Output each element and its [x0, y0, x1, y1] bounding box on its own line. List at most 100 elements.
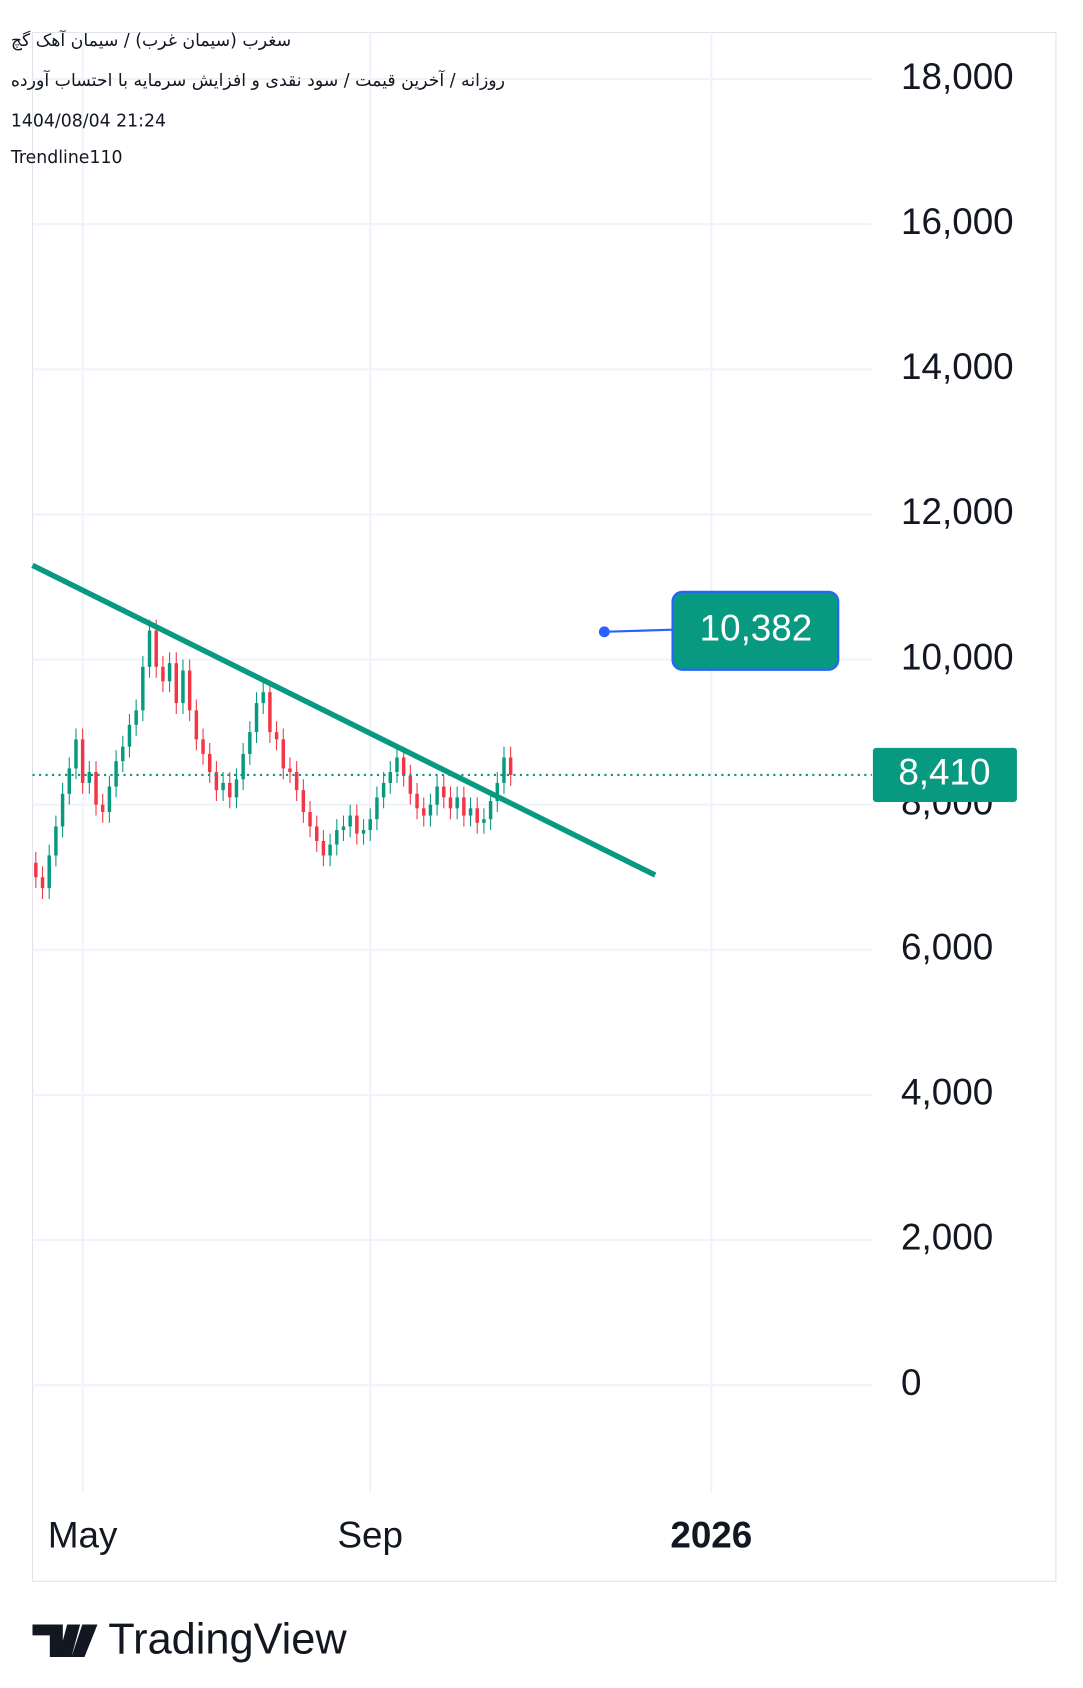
candle-body	[181, 670, 185, 704]
candle-body	[54, 826, 58, 856]
candle-body	[121, 746, 125, 762]
candle-body	[435, 786, 439, 805]
candle-body	[502, 757, 506, 783]
candle-body	[288, 768, 292, 773]
candle-body	[348, 815, 352, 827]
candle-body	[442, 786, 446, 798]
candle-body	[234, 779, 239, 798]
candle-body	[94, 772, 98, 805]
candle-body	[87, 772, 92, 783]
candle-body	[455, 797, 459, 809]
candle-body	[381, 782, 386, 798]
price-label: 8,410	[898, 752, 990, 793]
candle-body	[308, 811, 312, 827]
candle-body	[335, 830, 339, 845]
chart-title: سغرب (سیمان غرب) / سیمان آهک گچ	[11, 29, 291, 51]
y-tick-label: 4,000	[901, 1072, 993, 1113]
y-tick-label: 6,000	[901, 927, 993, 968]
candle-body	[228, 782, 232, 798]
alert-label-box	[671, 590, 840, 671]
candle-body	[488, 801, 493, 820]
alert-point	[598, 626, 610, 638]
candle-body	[254, 703, 259, 733]
candle-body	[80, 739, 85, 783]
y-tick-label: 14,000	[901, 346, 1014, 387]
candle-body	[34, 862, 38, 878]
candle-body	[301, 790, 306, 812]
candle-body	[468, 808, 473, 816]
y-tick-label: 0	[901, 1362, 921, 1403]
candle-body	[361, 830, 366, 834]
candle-body	[74, 739, 78, 769]
candle-body	[194, 710, 199, 740]
candle-body	[134, 710, 138, 725]
y-tick-label: 2,000	[901, 1217, 993, 1258]
candle-body	[462, 797, 466, 816]
y-tick-label: 10,000	[901, 636, 1014, 677]
candle-body	[448, 797, 453, 809]
candle-body	[221, 782, 225, 791]
candle-body	[174, 663, 179, 704]
candle-body	[395, 757, 399, 773]
candle-body	[328, 844, 332, 856]
candle-body	[261, 692, 265, 704]
candle-body	[127, 724, 132, 747]
candle-body	[401, 757, 406, 776]
candle-body	[161, 666, 165, 682]
trendline	[31, 562, 657, 878]
candle-body	[274, 732, 279, 740]
logo-icon	[32, 1624, 98, 1658]
candle-body	[141, 666, 145, 711]
y-tick-label: 16,000	[901, 201, 1014, 242]
candle-body	[67, 768, 72, 794]
candle-body	[154, 630, 158, 667]
candle-body	[60, 793, 65, 827]
x-tick-label: May	[48, 1515, 118, 1556]
candle-body	[107, 786, 112, 812]
candle-body	[207, 753, 212, 773]
candle-body	[40, 877, 45, 889]
candle-body	[415, 793, 419, 809]
candle-body	[241, 753, 245, 780]
candle-body	[321, 840, 326, 856]
candle-body	[421, 808, 426, 816]
y-tick-label: 12,000	[901, 491, 1014, 532]
candle-body	[248, 732, 252, 754]
candle-body	[167, 663, 172, 682]
alert-connector	[604, 628, 673, 633]
candle-body	[268, 692, 272, 733]
candle-body	[355, 815, 359, 834]
candle-body	[47, 855, 51, 889]
candle-body	[508, 757, 513, 775]
chart-date: 1404/08/04 21:24	[11, 111, 166, 131]
candle-body	[201, 739, 205, 754]
candle-body	[294, 772, 299, 791]
alert-label: 10,382	[700, 607, 813, 648]
brand-logo: TradingView	[32, 1615, 347, 1663]
x-tick-label: Sep	[337, 1515, 403, 1556]
candle-body	[475, 808, 479, 823]
indicator-label: Trendline110	[10, 148, 123, 168]
price-label-box	[872, 747, 1017, 803]
candle-body	[375, 797, 379, 820]
candle-body	[114, 761, 118, 787]
candle-body	[368, 819, 372, 831]
candle-body	[100, 804, 105, 812]
candle-body	[341, 826, 346, 831]
y-tick-label: 18,000	[901, 56, 1014, 97]
candle-body	[482, 819, 486, 823]
chart-frame	[31, 31, 1057, 1582]
candle-body	[408, 775, 413, 794]
candle-body	[214, 772, 219, 791]
x-tick-label: 2026	[670, 1515, 752, 1556]
candle-body	[314, 826, 319, 841]
brand-name: TradingView	[108, 1615, 347, 1663]
candle-body	[388, 772, 393, 783]
candle-body	[495, 782, 500, 802]
candle-body	[147, 630, 152, 667]
chart-subtitle: روزانه / آخرین قیمت / سود نقدی و افزایش …	[11, 69, 505, 91]
candle-body	[187, 670, 192, 711]
candle-body	[428, 804, 433, 816]
candle-body	[281, 739, 286, 769]
